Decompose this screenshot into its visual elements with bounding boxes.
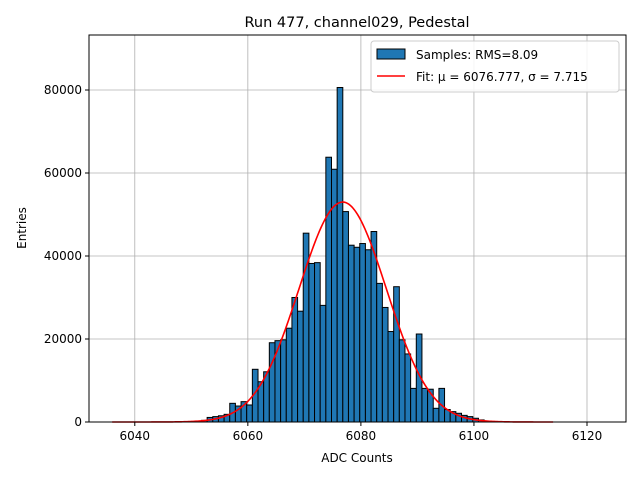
y-tick-label: 40000	[44, 249, 82, 263]
histogram-bar	[268, 342, 276, 423]
legend-box	[370, 40, 620, 93]
histogram-bar	[404, 353, 412, 423]
y-axis-label: Entries	[15, 207, 29, 249]
histogram-bar	[280, 339, 287, 423]
histogram-bar	[359, 243, 366, 423]
histogram-bar	[347, 244, 355, 423]
y-tick-label: 20000	[44, 332, 82, 346]
histogram-bar	[308, 262, 316, 423]
x-tick-label: 6080	[346, 429, 377, 443]
histogram-bar	[319, 304, 327, 423]
legend-label-samples: Samples: RMS=8.09	[416, 48, 538, 62]
y-tick-label: 80000	[44, 83, 82, 97]
chart-title: Run 477, channel029, Pedestal	[244, 15, 469, 31]
histogram-bar	[285, 327, 293, 423]
plot-frame	[88, 34, 627, 423]
histogram-bar	[376, 282, 383, 423]
histogram-bar	[364, 249, 372, 423]
histogram-bars	[200, 86, 485, 423]
histogram-bar	[342, 211, 349, 423]
x-tick-label: 6100	[459, 429, 490, 443]
x-axis-label: ADC Counts	[321, 451, 393, 465]
x-axis-ticks: 6040 6060 6080 6100 6120	[120, 422, 603, 443]
y-tick-label: 0	[74, 415, 82, 429]
y-axis-ticks: 0 20000 40000 60000 80000	[44, 83, 89, 429]
histogram-bar	[325, 156, 332, 423]
histogram-bar	[393, 286, 400, 423]
x-tick-label: 6120	[572, 429, 603, 443]
histogram-bar	[246, 404, 253, 423]
histogram-bar	[432, 407, 440, 423]
histogram-bar	[336, 86, 344, 423]
histogram-bar	[381, 306, 389, 423]
histogram-bar	[297, 310, 304, 423]
x-tick-label: 6060	[233, 429, 264, 443]
histogram-bar	[314, 262, 321, 423]
histogram-bar	[410, 387, 417, 423]
histogram-bar	[370, 231, 378, 423]
histogram-bar	[398, 339, 406, 423]
histogram-bar	[387, 331, 395, 423]
histogram-bar	[353, 246, 361, 423]
y-tick-label: 60000	[44, 166, 82, 180]
legend-label-fit: Fit: μ = 6076.777, σ = 7.715	[416, 70, 588, 84]
legend-swatch-samples	[376, 48, 406, 60]
x-tick-label: 6040	[120, 429, 151, 443]
histogram-bar	[291, 296, 299, 423]
legend: Samples: RMS=8.09 Fit: μ = 6076.777, σ =…	[370, 40, 620, 93]
histogram-bar	[421, 387, 429, 423]
